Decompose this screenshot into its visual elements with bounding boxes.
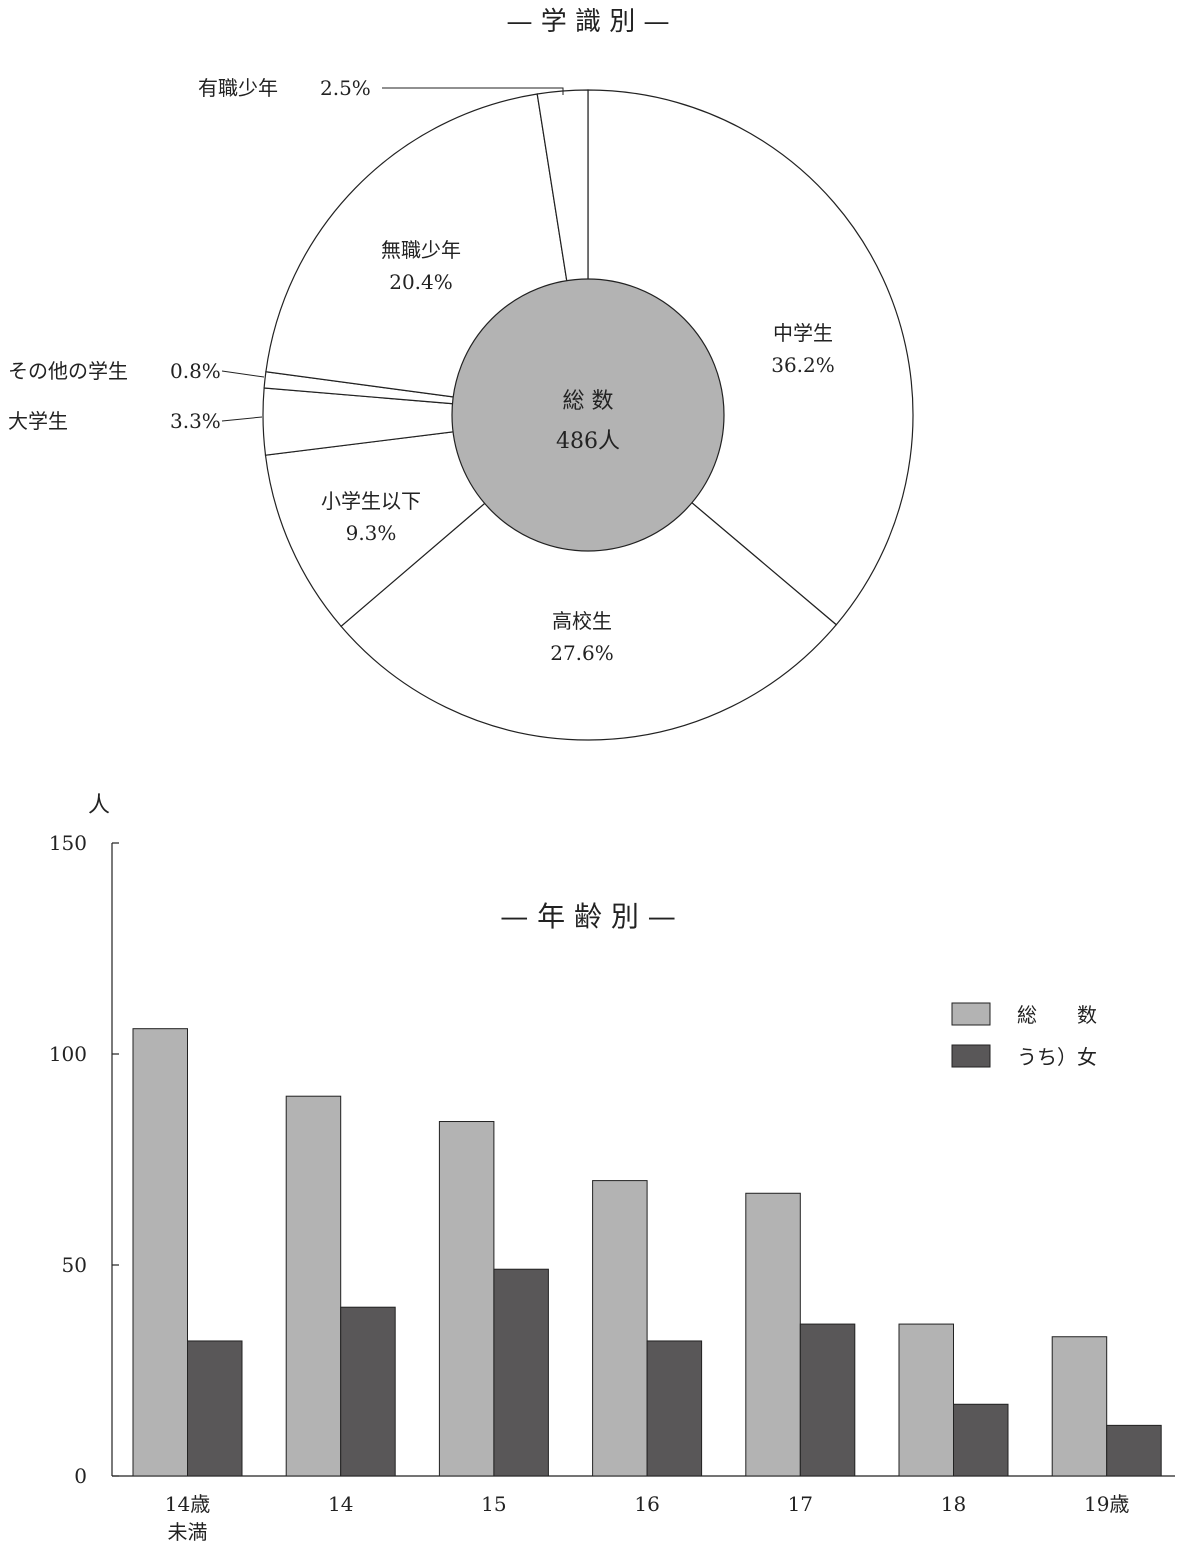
pie-chart: — 学 識 別 — 中学生 36.2% 高校生 27.6% 小学生以下 9.3% 無職少年 2…: [8, 7, 914, 741]
pie-callout-line-3: [221, 416, 263, 422]
bar-1-6: [1106, 1424, 1162, 1477]
x-tick-label-3: 16: [634, 1492, 659, 1516]
pie-slice-1: [340, 414, 838, 741]
bar-0-2: [438, 1121, 495, 1477]
x-tick-label-1: 14: [328, 1492, 353, 1516]
pie-slice-label-4: その他の学生: [8, 359, 128, 383]
x-tick-label-6: 19歳: [1084, 1492, 1129, 1516]
pie-center-label: 総 数: [563, 389, 614, 414]
bar-1-3: [646, 1340, 703, 1477]
bar-x-tick-labels: 14歳未満 14 15 16 17 18 19歳: [165, 1492, 1130, 1544]
bar-1-2: [493, 1268, 549, 1477]
legend-swatch-0: [951, 1002, 991, 1026]
pie-callout-line-4: [221, 370, 265, 378]
bar-title: — 年 齢 別 —: [500, 900, 676, 933]
bar-1-0: [187, 1340, 243, 1477]
bar-1-4: [799, 1323, 856, 1477]
pie-slice-value-1: 27.6%: [550, 641, 614, 665]
pie-slice-value-4: 0.8%: [170, 359, 221, 383]
bar-y-unit-label: 人: [88, 793, 110, 818]
y-tick-label-2: 100: [49, 1042, 87, 1066]
y-tick-label-1: 50: [62, 1253, 87, 1277]
pie-slice-label-3: 大学生: [8, 409, 68, 433]
pie-slice-label-2: 小学生以下: [321, 489, 421, 513]
legend-label-1: うち）女: [1017, 1045, 1097, 1069]
bar-0-0: [132, 1028, 188, 1477]
y-tick-label-0: 0: [74, 1464, 87, 1488]
bar-0-3: [592, 1180, 648, 1477]
pie-center-value: 486人: [556, 429, 620, 454]
bar-1-1: [340, 1306, 396, 1477]
pie-slice-value-6: 2.5%: [320, 76, 371, 100]
y-tick-label-3: 150: [49, 831, 87, 855]
x-tick-label-2: 15: [481, 1492, 506, 1516]
legend-swatch-1: [951, 1044, 991, 1068]
bar-0-5: [898, 1323, 954, 1477]
bar-1-5: [953, 1403, 1009, 1477]
pie-slice-label-5: 無職少年: [381, 238, 461, 262]
pie-slice-value-2: 9.3%: [346, 521, 397, 545]
pie-slice-value-3: 3.3%: [170, 409, 221, 433]
x-tick-label-0: 14歳未満: [165, 1492, 210, 1544]
x-tick-label-4: 17: [788, 1492, 813, 1516]
pie-slice-0: [587, 89, 914, 626]
bar-legend: 総 数うち）女: [951, 1002, 1097, 1069]
bar-y-tick-labels: 0 50 100 150: [49, 831, 87, 1488]
pie-slice-value-5: 20.4%: [389, 270, 453, 294]
pie-center-circle: [451, 278, 725, 552]
pie-slice-label-1: 高校生: [552, 609, 612, 633]
x-tick-label-5: 18: [941, 1492, 966, 1516]
pie-labels: 中学生 36.2% 高校生 27.6% 小学生以下 9.3% 無職少年 20.4% 有職少年 2.…: [8, 76, 835, 665]
bar-0-4: [745, 1192, 801, 1477]
bar-marks: [132, 1028, 1162, 1477]
pie-slice-label-0: 中学生: [773, 321, 833, 345]
legend-label-0: 総 数: [1017, 1003, 1097, 1027]
pie-title: — 学 識 別 —: [506, 7, 669, 37]
pie-callout-line-6: [382, 87, 564, 95]
bar-0-1: [285, 1095, 342, 1477]
pie-slice-value-0: 36.2%: [771, 353, 835, 377]
pie-slice-label-6: 有職少年: [198, 76, 278, 100]
bar-chart: 人 — 年 齢 別 — 14歳未満 14 15 16 17 18 19歳 0 50 100 150…: [49, 793, 1175, 1544]
bar-0-6: [1051, 1336, 1108, 1477]
